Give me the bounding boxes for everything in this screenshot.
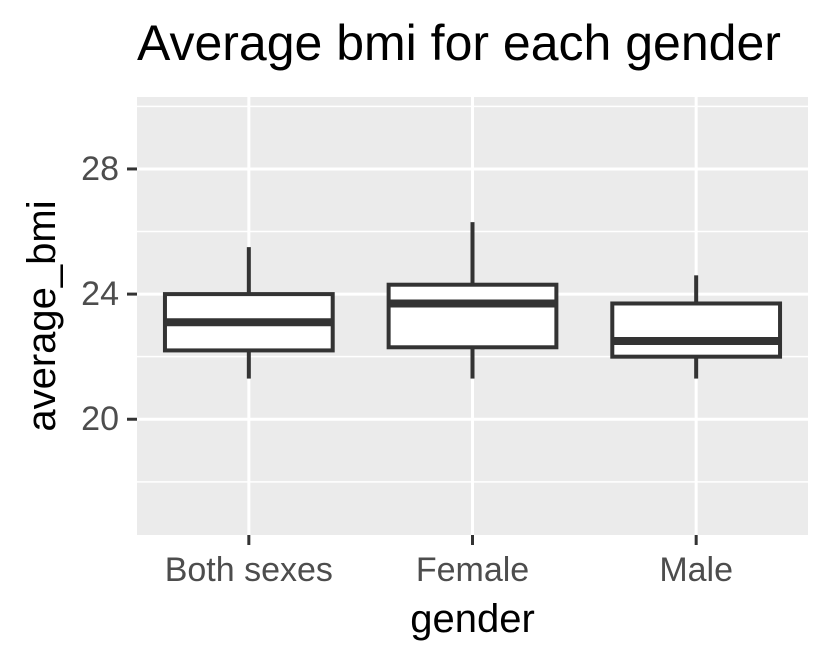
x-axis: Both sexes Female Male	[165, 535, 733, 589]
x-tick-label-0: Both sexes	[165, 551, 333, 589]
x-tick-label-2: Male	[659, 551, 733, 589]
box-iqr	[386, 282, 559, 350]
y-tick-label-0: 20	[81, 400, 119, 438]
y-axis: 20 24 28	[81, 150, 137, 438]
y-tick-label-2: 28	[81, 150, 119, 188]
x-tick-label-1: Female	[416, 551, 529, 589]
box-female	[386, 222, 559, 379]
boxes	[162, 222, 783, 379]
x-axis-title: gender	[410, 597, 535, 641]
chart-title: Average bmi for each gender	[137, 15, 781, 71]
box-iqr	[610, 301, 783, 359]
y-axis-title: average_bmi	[20, 200, 64, 431]
box-male	[610, 275, 783, 379]
box-both-sexes	[162, 247, 335, 379]
y-tick-label-1: 24	[81, 275, 119, 313]
